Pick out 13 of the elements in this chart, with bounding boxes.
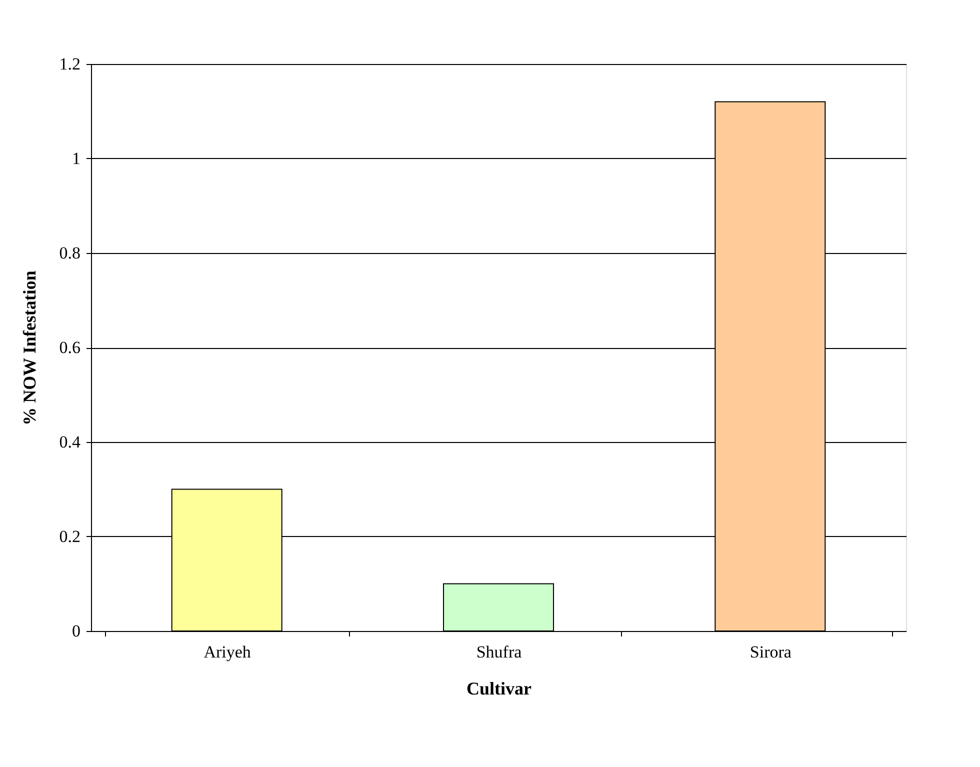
y-tick-label: 1 [72, 149, 80, 168]
y-tick-label: 0.2 [59, 527, 80, 546]
x-tick-label: Shufra [476, 642, 522, 662]
y-tick-label: 0.6 [59, 338, 80, 357]
y-tick-label: 1.2 [59, 54, 80, 74]
y-axis-title: % NOW Infestation [19, 270, 40, 426]
y-tick-label: 0.8 [59, 244, 80, 262]
x-tick-label: Ariyeh [204, 642, 252, 662]
y-tick-label: 0 [72, 622, 80, 640]
x-tick-label: Sirora [750, 642, 792, 662]
bar [443, 583, 554, 632]
x-axis-title: Cultivar [466, 678, 532, 698]
y-tick-label: 0.4 [59, 432, 81, 452]
